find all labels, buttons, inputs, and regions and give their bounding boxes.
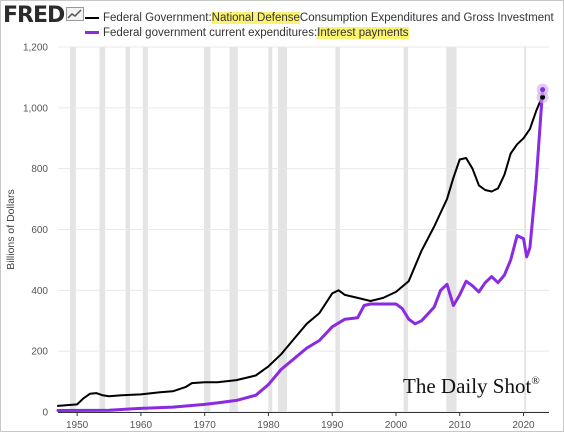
y-tick-label-0: 0 [42,408,48,419]
legend-defense-suffix: Consumption Expenditures and Gross Inves… [299,11,554,24]
legend-interest-highlight: Interest payments [317,26,409,39]
x-tick-label-2: 1970 [194,420,217,431]
x-tick-label-6: 2010 [449,420,472,431]
y-tick-label-5: 1,000 [23,103,48,114]
legend: Federal Government: National Defense Con… [85,10,554,40]
y-axis-label: Billions of Dollars [5,189,17,270]
series-line-1 [56,88,545,412]
legend-item-defense: Federal Government: National Defense Con… [85,10,554,25]
x-tick-label-3: 1980 [257,420,280,431]
x-tick-label-1: 1960 [130,420,153,431]
fred-logo-text: FRED [3,3,65,28]
x-tick-label-4: 1990 [321,420,344,431]
end-marker-0 [540,94,546,100]
y-tick-label-2: 400 [31,286,48,297]
y-tick-label-4: 800 [31,164,48,175]
legend-defense-highlight: National Defense [211,11,300,24]
x-tick-label-0: 1950 [66,420,89,431]
legend-defense-prefix: Federal Government: [103,11,212,24]
fred-logo: FRED [3,3,85,28]
legend-interest-prefix: Federal government current expenditures: [103,26,318,39]
x-tick-label-5: 2000 [385,420,408,431]
x-tick-label-7: 2020 [512,420,535,431]
y-tick-label-3: 600 [31,225,48,236]
y-tick-label-1: 200 [31,347,48,358]
trend-graph-icon [66,6,85,26]
legend-swatch-defense [85,16,99,19]
end-marker-1 [540,87,546,93]
daily-shot-watermark: The Daily Shot® [403,374,540,398]
registered-mark: ® [531,375,539,387]
series-line-0 [57,94,544,407]
legend-item-interest: Federal government current expenditures:… [85,25,554,40]
y-tick-label-6: 1,200 [23,43,48,54]
legend-swatch-interest [85,31,99,34]
